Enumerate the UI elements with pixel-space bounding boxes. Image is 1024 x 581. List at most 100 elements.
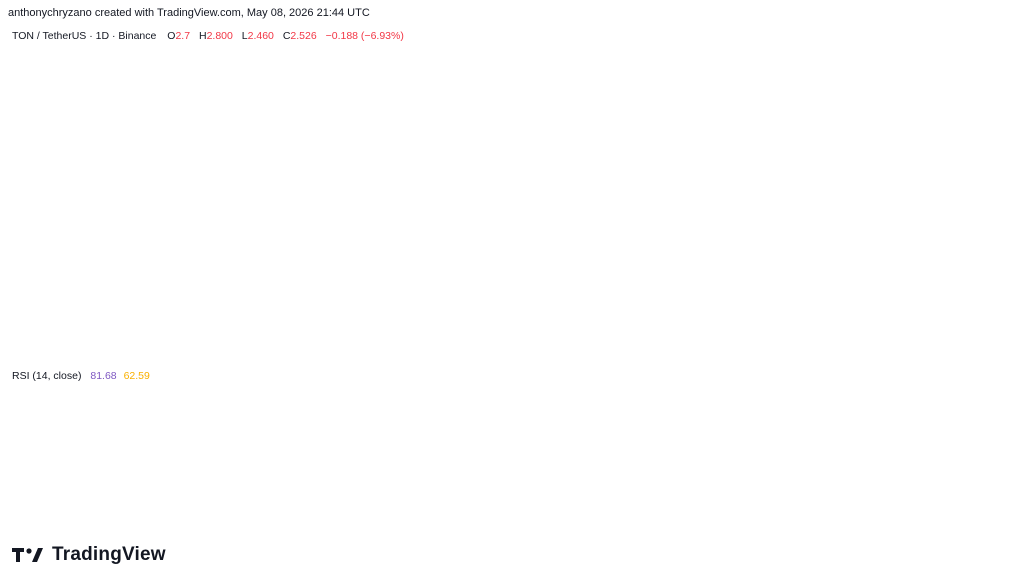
resistance-price-label-text: 2.891	[964, 53, 990, 65]
candle-body	[652, 307, 655, 312]
candle-body	[553, 294, 556, 296]
candle-body	[70, 1, 73, 4]
candle-body	[426, 279, 429, 284]
candle-body	[261, 150, 264, 155]
candle-body	[33, 71, 35, 77]
candle-body	[669, 315, 671, 320]
candle-body	[662, 316, 664, 321]
candle-body	[73, 1, 75, 5]
event-marker-icon[interactable]	[751, 338, 767, 355]
candle-body	[278, 156, 280, 161]
candle-body	[101, 0, 103, 2]
low-value: 2.460	[247, 30, 274, 42]
candle-body	[322, 159, 325, 174]
candle-body	[735, 303, 737, 305]
rsi-ma-legend-value: 62.59	[123, 370, 150, 382]
candle-body	[520, 270, 523, 274]
candle-body	[315, 145, 318, 154]
candle-body	[756, 85, 758, 116]
candle-body	[428, 279, 431, 286]
candle-body	[487, 222, 490, 229]
candle-body	[749, 84, 751, 131]
time-tick-label: 2026	[446, 513, 470, 525]
symbol-label[interactable]: TON / TetherUS · 1D · Binance	[12, 30, 157, 42]
candle-body	[28, 74, 30, 80]
candle-body	[589, 293, 591, 297]
candle-body	[367, 269, 370, 281]
candle-body	[490, 228, 492, 230]
tradingview-logo-text: TradingView	[52, 544, 166, 565]
candle-body	[631, 302, 633, 304]
candle-body	[683, 314, 685, 319]
candle-body	[586, 290, 589, 294]
candle-body	[650, 305, 652, 308]
last-price-label-text: 2.526	[964, 110, 990, 122]
candle-body	[716, 294, 718, 301]
candle-body	[563, 295, 565, 297]
price-axis[interactable]: 1.200 1.400 1.600 1.800 2.000 2.200 2.400 2.600…	[966, 36, 992, 330]
candle-body	[615, 300, 617, 306]
candle-body	[417, 267, 419, 271]
candle-body	[537, 297, 539, 304]
time-axis[interactable]: Jul Aug Sep Oct Nov Dec 2026 Feb Mar Apr May Jun Jul	[18, 513, 891, 525]
candle-body	[136, 0, 139, 2]
candle-body	[492, 228, 495, 234]
candle-body	[332, 185, 334, 188]
candle-body	[360, 241, 363, 255]
candle-body	[313, 145, 315, 151]
candle-body	[478, 216, 480, 221]
price-tick-label: 2.200	[966, 161, 992, 173]
candle-body	[746, 130, 749, 196]
candle-body	[718, 300, 721, 302]
price-tick-label: 1.600	[966, 255, 992, 267]
rsi-title[interactable]: RSI (14, close)	[12, 370, 82, 382]
candle-body	[556, 294, 558, 297]
candle-body	[723, 299, 725, 305]
candle-body	[530, 282, 532, 288]
candle-body	[23, 76, 26, 78]
candle-body	[728, 302, 730, 305]
time-tick-label: Jul	[18, 513, 31, 525]
candle-body	[532, 287, 535, 293]
candle-body	[181, 0, 184, 6]
candle-body	[318, 153, 320, 156]
candles	[7, 0, 758, 350]
candle-body	[412, 262, 414, 266]
candle-body	[117, 0, 120, 3]
candle-body	[518, 270, 520, 273]
candle-body	[400, 245, 403, 252]
candle-body	[221, 95, 224, 98]
candle-body	[443, 266, 445, 276]
candle-body	[320, 155, 323, 160]
candle-body	[527, 282, 530, 285]
candle-body	[447, 261, 450, 267]
candle-body	[405, 251, 407, 255]
rsi-overbought-fill	[747, 385, 758, 419]
candle-body	[254, 79, 257, 84]
candle-body	[49, 41, 52, 62]
candle-body	[584, 284, 586, 291]
candle-body	[372, 269, 374, 277]
candle-body	[216, 58, 219, 85]
candle-body	[617, 300, 619, 302]
tradingview-logo-icon	[12, 548, 43, 562]
candle-body	[294, 150, 297, 160]
candle-body	[678, 315, 681, 317]
candle-body	[685, 311, 688, 315]
candle-body	[240, 58, 242, 63]
candle-body	[596, 298, 598, 302]
candle-body	[605, 309, 608, 314]
rsi-ma-line	[7, 428, 758, 477]
candle-body	[730, 304, 732, 306]
candle-body	[523, 273, 525, 279]
rsi-axis[interactable]: 20.00 40.00 100.00	[966, 366, 998, 503]
candle-body	[249, 68, 252, 70]
overlays	[8, 56, 955, 355]
price-tick-label: 2.000	[966, 192, 992, 204]
candle-body	[603, 313, 605, 314]
candle-body	[657, 313, 659, 317]
candle-body	[499, 231, 502, 237]
candle-body	[659, 316, 662, 317]
time-tick-label: Oct	[233, 513, 249, 525]
